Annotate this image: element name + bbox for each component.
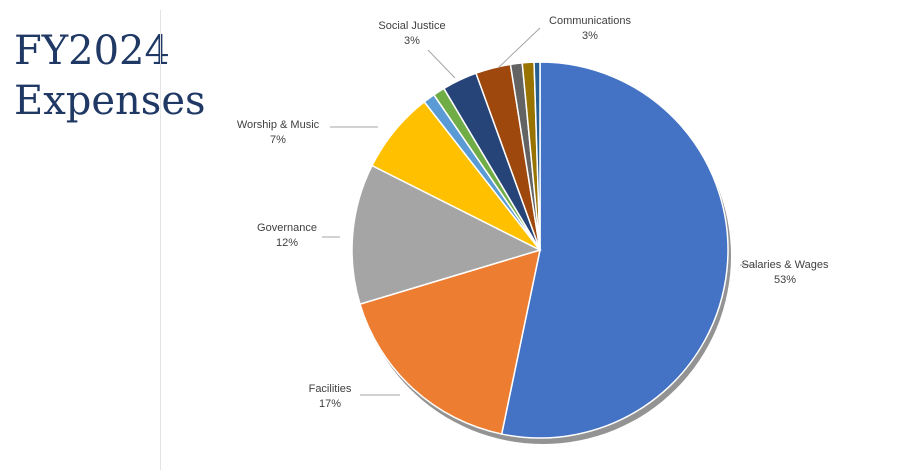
data-label-name-social-justice: Social Justice [378,20,445,32]
pie-data-labels: Salaries & Wages 53% Facilities 17% Governan… [237,15,829,410]
data-label-pct-salaries-wages: 53% [774,274,796,286]
pie-slice-facilities [359,248,541,435]
data-label-pct-social-justice: 3% [404,35,420,47]
data-label-name-governance: Governance [257,222,317,234]
pie-leader-lines [322,27,755,396]
data-label-pct-governance: 12% [276,237,298,249]
vertical-divider [160,10,161,470]
slide-title-line-2: Expenses [14,78,206,124]
pie-slice-minor-10 [533,61,541,251]
data-label-name-worship-music: Worship & Music [237,119,320,131]
data-label-pct-communications: 3% [582,30,598,42]
data-label-pct-facilities: 17% [319,398,341,410]
pie-slice-salaries-wages [500,61,729,439]
slide-title-line-1: FY2024 [14,28,170,74]
data-label-name-salaries-wages: Salaries & Wages [741,259,829,271]
data-label-name-communications: Communications [549,15,631,27]
data-label-pct-worship-music: 7% [270,134,286,146]
data-label-name-facilities: Facilities [309,383,352,395]
leader-line-communications [497,27,541,69]
pie-slice-governance [351,164,543,306]
pie-slices [351,61,729,439]
slide-title: FY2024 Expenses [14,26,206,126]
leader-line-social-justice [427,49,456,79]
